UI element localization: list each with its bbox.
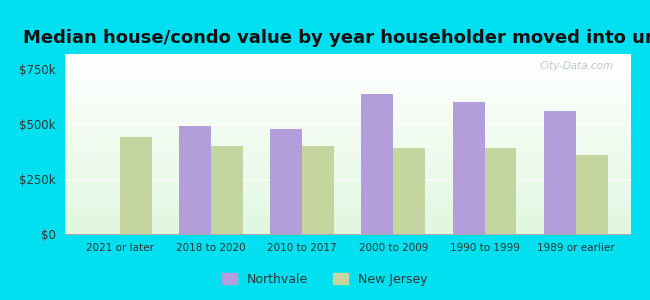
Text: City-Data.com: City-Data.com xyxy=(540,61,614,71)
Bar xyxy=(120,137,151,234)
Bar xyxy=(576,155,608,234)
Legend: Northvale, New Jersey: Northvale, New Jersey xyxy=(217,268,433,291)
Bar xyxy=(484,148,517,234)
Bar xyxy=(211,146,243,234)
Bar xyxy=(270,129,302,234)
Bar xyxy=(452,102,484,234)
Title: Median house/condo value by year householder moved into unit: Median house/condo value by year househo… xyxy=(23,29,650,47)
Bar xyxy=(302,146,334,234)
Bar xyxy=(544,111,576,234)
Bar xyxy=(393,148,425,234)
Bar xyxy=(179,126,211,234)
Bar xyxy=(361,94,393,234)
